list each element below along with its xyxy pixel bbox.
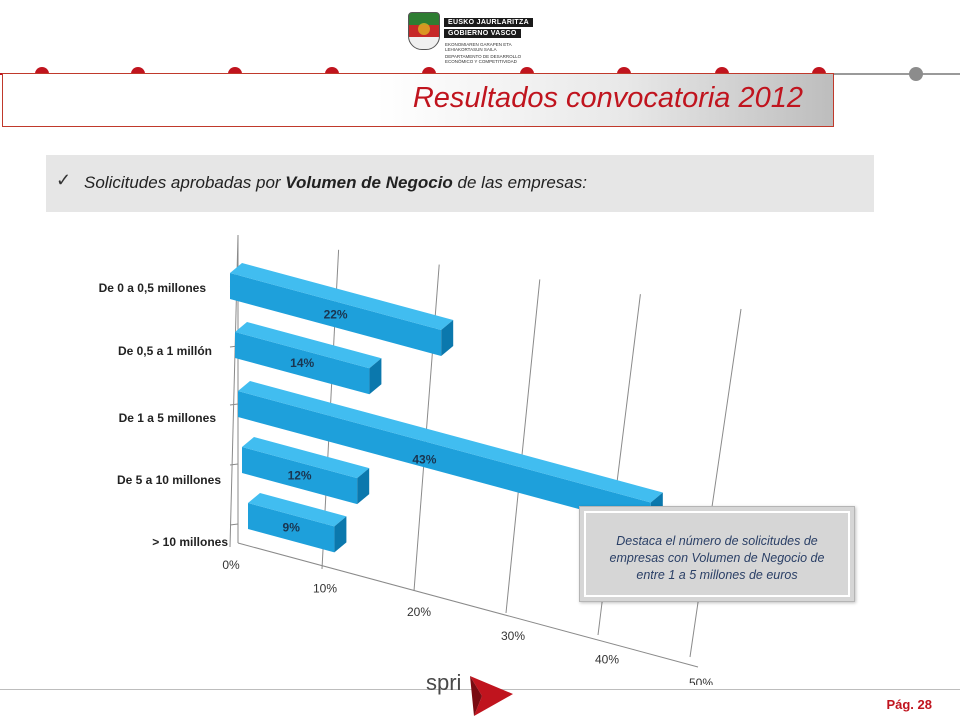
bar-front [242,447,358,505]
logo-line2: GOBIERNO VASCO [444,29,521,38]
category-label: De 0 a 0,5 millones [99,281,207,295]
spri-logo: spri [418,664,518,718]
data-label: 9% [283,521,301,535]
bar-top [248,493,347,527]
subtitle-bold: Volumen de Negocio [285,173,453,192]
floor-edge [237,542,699,668]
page-title: Resultados convocatoria 2012 [412,82,803,114]
bar-front [230,273,442,357]
category-label: De 0,5 a 1 millón [118,344,212,358]
spri-arrow-icon [470,676,513,716]
subtitle: Solicitudes aprobadas por Volumen de Neg… [84,173,587,193]
bar-front [238,391,651,529]
coat-of-arms-icon [408,12,440,50]
checkmark-icon: ✓ [56,170,72,190]
chart-labels: 0% 10% 20% 30% 40% 50% 22% De 0 a 0,5 millones 1… [99,281,714,685]
annotation-text: Destaca el número de solicitudes de empr… [609,534,825,582]
subtitle-pre: Solicitudes aprobadas por [84,173,286,192]
tick-label: 50% [689,676,713,685]
bar-side [369,358,382,395]
bar-chart: 0% 10% 20% 30% 40% 50% 22% De 0 a 0,5 millones 1… [99,234,742,685]
spri-brand: spri [426,670,462,695]
tick-label: 30% [501,629,525,643]
chart-bars [230,263,663,553]
data-label: 12% [288,469,312,483]
bar-front [248,503,335,553]
tick-label: 20% [407,605,431,619]
tick-label: 0% [222,558,240,572]
bar-top [230,263,454,331]
data-label: 22% [324,308,348,322]
logo-line1: EUSKO JAURLARITZA [444,18,533,27]
bar-top [242,437,370,479]
bar-side [334,516,347,553]
bar-side [441,320,454,357]
category-label: De 1 a 5 millones [119,411,217,425]
category-tick [229,463,239,466]
data-label: 14% [290,356,314,370]
logo-dept1: EKONOMIAREN GARAPEN ETA LEHIAKORTASUN SA… [445,42,512,52]
logo-dept2: DEPARTAMENTO DE DESARROLLO ECONÓMICO Y C… [445,54,522,64]
title-banner: Resultados convocatoria 2012 [2,73,834,127]
subtitle-box: ✓ Solicitudes aprobadas por Volumen de N… [46,155,874,212]
bar-side [357,468,370,505]
subtitle-post: de las empresas: [452,173,587,192]
category-tick [229,403,239,406]
timeline-dot-grey [909,67,923,81]
category-label: De 5 a 10 millones [117,473,221,487]
bar-front [235,332,370,395]
page-number: Pág. 28 [886,697,932,712]
annotation-frame: Destaca el número de solicitudes de empr… [584,511,850,597]
bar-top [235,322,382,369]
bar-top [238,381,663,503]
category-tick [229,523,239,526]
gridline [505,279,541,614]
data-label: 43% [412,453,436,467]
tick-label: 10% [313,582,337,596]
annotation-box: Destaca el número de solicitudes de empr… [579,506,855,602]
category-label: > 10 millones [152,535,228,549]
gobierno-vasco-logo: EUSKO JAURLARITZA GOBIERNO VASCO EKONOMI… [408,8,538,64]
gridline [689,308,742,658]
tick-label: 40% [595,652,619,666]
